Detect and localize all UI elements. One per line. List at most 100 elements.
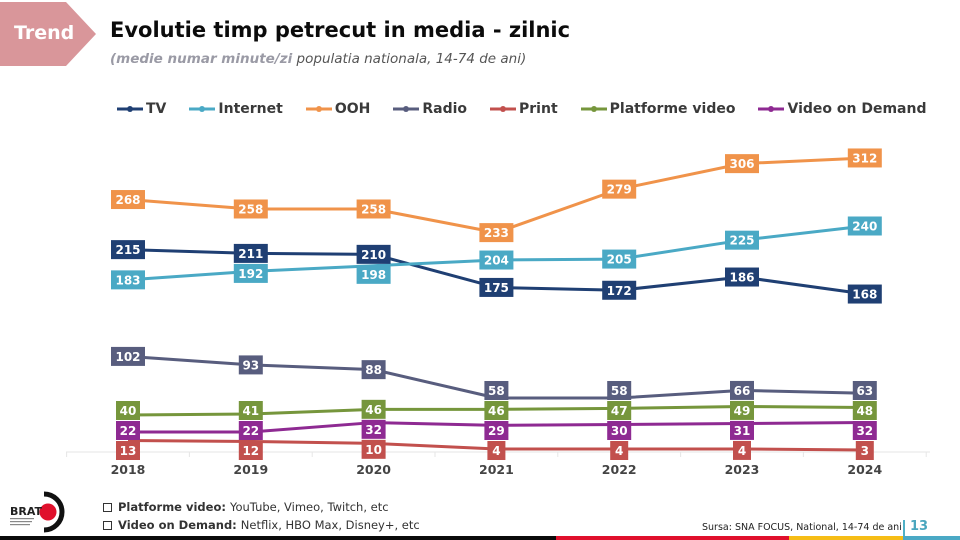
data-label-video-on-demand: 32 — [361, 419, 386, 439]
data-label-text: 258 — [238, 202, 263, 216]
legend-item-ooh: OOH — [305, 101, 371, 117]
data-label-box — [607, 401, 632, 420]
data-label-text: 192 — [238, 267, 263, 281]
data-label-box — [233, 263, 268, 283]
data-label-box — [356, 264, 391, 284]
data-label-video-on-demand: 32 — [852, 421, 877, 440]
data-label-box — [484, 421, 509, 440]
data-label-box — [361, 419, 386, 439]
data-label-radio: 58 — [484, 381, 509, 400]
data-label-box — [361, 439, 386, 459]
line-chart: 2018 2019 2020 2021 2022 2023 2024268215183102… — [66, 148, 930, 477]
data-label-internet: 183 — [111, 270, 145, 290]
data-label-box — [361, 360, 386, 380]
data-label-box — [233, 199, 268, 219]
x-tick-label: 2019 — [233, 462, 268, 477]
data-label-box — [852, 421, 877, 440]
data-label-text: 46 — [365, 403, 382, 417]
data-label-tv: 215 — [111, 240, 145, 260]
data-label-text: 93 — [242, 358, 259, 372]
data-label-text: 205 — [607, 253, 632, 267]
footer-color-bar — [0, 536, 960, 540]
data-label-box — [479, 250, 514, 270]
data-label-box — [111, 346, 145, 366]
data-label-box — [356, 244, 391, 264]
legend-label: Internet — [218, 101, 283, 117]
data-label-text: 41 — [242, 404, 259, 418]
data-label-ooh: 312 — [847, 148, 882, 168]
data-label-video-on-demand: 30 — [607, 421, 632, 440]
checkbox-bullet-icon — [103, 502, 112, 512]
data-label-text: 312 — [852, 151, 877, 165]
data-label-text: 48 — [856, 404, 873, 418]
data-label-radio: 93 — [238, 355, 263, 375]
data-label-box — [847, 216, 882, 236]
data-label-text: 210 — [361, 248, 386, 262]
legend-label: OOH — [334, 101, 371, 117]
legend-label: Video on Demand — [787, 101, 927, 117]
data-label-text: 4 — [615, 444, 623, 458]
data-label-text: 88 — [365, 363, 382, 377]
legend-swatch-icon — [758, 106, 785, 112]
data-label-box — [847, 284, 882, 304]
data-label-text: 306 — [729, 157, 754, 171]
data-label-box — [733, 440, 751, 460]
data-label-text: 13 — [120, 444, 137, 458]
data-label-text: 4 — [492, 444, 500, 458]
data-label-internet: 205 — [602, 249, 637, 269]
data-label-text: 4 — [738, 444, 746, 458]
data-label-box — [111, 270, 145, 290]
data-label-text: 168 — [852, 288, 877, 302]
x-tick-label: 2020 — [356, 462, 391, 477]
data-label-radio: 58 — [607, 381, 632, 400]
data-label-ooh: 233 — [479, 223, 514, 243]
data-label-print: 13 — [116, 441, 140, 460]
data-label-print: 4 — [733, 440, 751, 460]
data-label-text: 175 — [484, 281, 509, 295]
checkbox-bullet-icon — [103, 520, 112, 530]
data-label-text: 225 — [729, 234, 754, 248]
page-subtitle: (medie numar minute/zi populatia nationa… — [110, 51, 526, 67]
data-label-box — [238, 355, 263, 375]
legend-swatch-icon — [393, 106, 420, 112]
data-label-tv: 211 — [233, 243, 268, 263]
data-label-ooh: 258 — [356, 199, 391, 219]
data-label-text: 31 — [734, 424, 751, 438]
data-label-box — [116, 421, 140, 440]
data-label-box — [602, 280, 637, 300]
note-label: Video on Demand: — [118, 518, 237, 532]
data-label-box — [730, 380, 754, 400]
legend-item-internet: Internet — [188, 101, 283, 117]
subtitle-emphasis: (medie numar minute/zi — [110, 51, 293, 67]
legend-swatch-icon — [189, 106, 216, 112]
data-label-box — [111, 190, 145, 210]
data-label-tv: 172 — [602, 280, 637, 300]
data-label-box — [607, 421, 632, 440]
data-label-text: 29 — [488, 424, 505, 438]
data-label-platforme-video: 46 — [361, 399, 386, 419]
data-label-text: 258 — [361, 202, 386, 216]
x-tick-label: 2024 — [847, 462, 882, 477]
data-label-platforme-video: 41 — [238, 401, 263, 420]
note-text: Netflix, HBO Max, Disney+, etc — [240, 518, 420, 532]
legend-item-platforme-video: Platforme video — [580, 101, 735, 117]
data-label-text: 204 — [484, 254, 509, 268]
legend-swatch-icon — [305, 106, 332, 112]
data-label-box — [116, 401, 140, 420]
data-label-box — [111, 240, 145, 260]
data-label-text: 46 — [488, 404, 505, 418]
data-label-box — [602, 249, 637, 269]
legend-swatch-icon — [580, 106, 607, 112]
data-label-video-on-demand: 31 — [730, 420, 754, 440]
data-label-box — [356, 199, 391, 219]
data-label-box — [855, 441, 874, 460]
data-label-text: 32 — [856, 424, 873, 438]
x-tick-label: 2023 — [725, 462, 760, 477]
data-label-box — [847, 148, 882, 168]
note-platforme-video: Platforme video: YouTube, Vimeo, Twitch,… — [103, 498, 420, 516]
legend-item-tv: TV — [116, 101, 166, 117]
data-label-text: 102 — [115, 350, 140, 364]
data-label-text: 279 — [607, 183, 632, 197]
data-label-box — [479, 277, 514, 297]
data-label-text: 10 — [365, 443, 382, 457]
